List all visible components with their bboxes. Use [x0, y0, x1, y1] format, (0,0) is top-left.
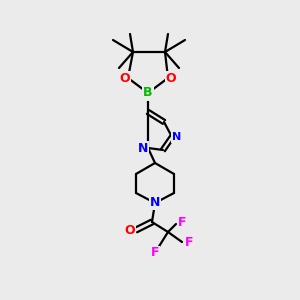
Text: B: B — [143, 86, 153, 100]
Text: F: F — [151, 247, 159, 260]
Text: O: O — [120, 71, 130, 85]
Text: O: O — [166, 71, 176, 85]
Text: N: N — [138, 142, 148, 154]
Text: F: F — [185, 236, 193, 248]
Text: N: N — [150, 196, 160, 208]
Text: F: F — [178, 215, 186, 229]
Text: N: N — [172, 132, 182, 142]
Text: O: O — [125, 224, 135, 238]
